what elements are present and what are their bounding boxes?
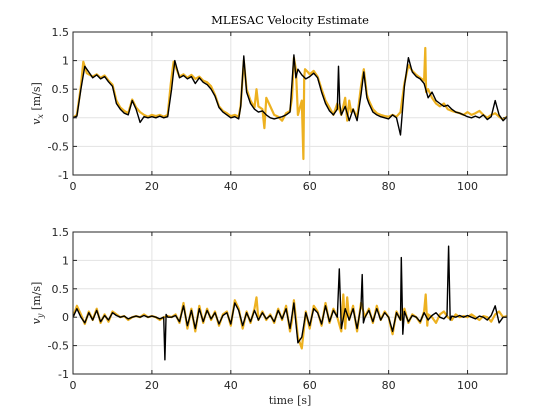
series-line-2 <box>73 54 507 136</box>
x-tick-label: 60 <box>303 180 317 193</box>
y-axis-label: vy [m/s] <box>30 282 45 325</box>
subplot-1: 0 20 40 60 80 100 -1 -0.5 0 0.5 1 1.5 vx [m/s] <box>30 26 508 193</box>
axes-box <box>72 31 508 176</box>
x-tick-label: 40 <box>224 379 238 392</box>
plots-container: 0 20 40 60 80 100 -1 -0.5 0 0.5 1 1.5 vx [m/s] 0 20 40 6… <box>30 26 508 407</box>
y-tick-label: -0.5 <box>48 340 69 353</box>
y-tick-label: -1 <box>58 368 69 381</box>
y-tick-label: 1 <box>62 254 69 267</box>
x-tick-label: 80 <box>382 379 396 392</box>
x-tick-label: 100 <box>457 379 478 392</box>
x-tick-label: 40 <box>224 180 238 193</box>
x-tick-label: 20 <box>145 379 159 392</box>
x-tick-label: 60 <box>303 379 317 392</box>
x-tick-label: 80 <box>382 180 396 193</box>
x-tick-label: 0 <box>70 180 77 193</box>
x-tick-label: 20 <box>145 180 159 193</box>
y-tick-label: -1 <box>58 169 69 182</box>
y-tick-label: 1.5 <box>52 226 70 239</box>
series-line-1 <box>73 46 507 161</box>
y-tick-label: 0.5 <box>52 83 70 96</box>
y-tick-label: 0.5 <box>52 283 70 296</box>
y-tick-label: 1 <box>62 55 69 68</box>
series-line-2 <box>73 245 507 361</box>
chart-title: MLESAC Velocity Estimate <box>211 13 369 27</box>
y-axis-label: vx [m/s] <box>30 82 45 125</box>
y-tick-label: 1.5 <box>52 26 70 39</box>
y-tick-label: 0 <box>62 112 69 125</box>
subplot-2: 0 20 40 60 80 100 -1 -0.5 0 0.5 1 1.5 vy [m/s] time [… <box>30 226 508 407</box>
y-tick-label: -0.5 <box>48 140 69 153</box>
y-tick-label: 0 <box>62 311 69 324</box>
x-axis-label: time [s] <box>269 394 312 407</box>
x-tick-label: 100 <box>457 180 478 193</box>
x-tick-label: 0 <box>70 379 77 392</box>
axes-box <box>72 231 508 375</box>
